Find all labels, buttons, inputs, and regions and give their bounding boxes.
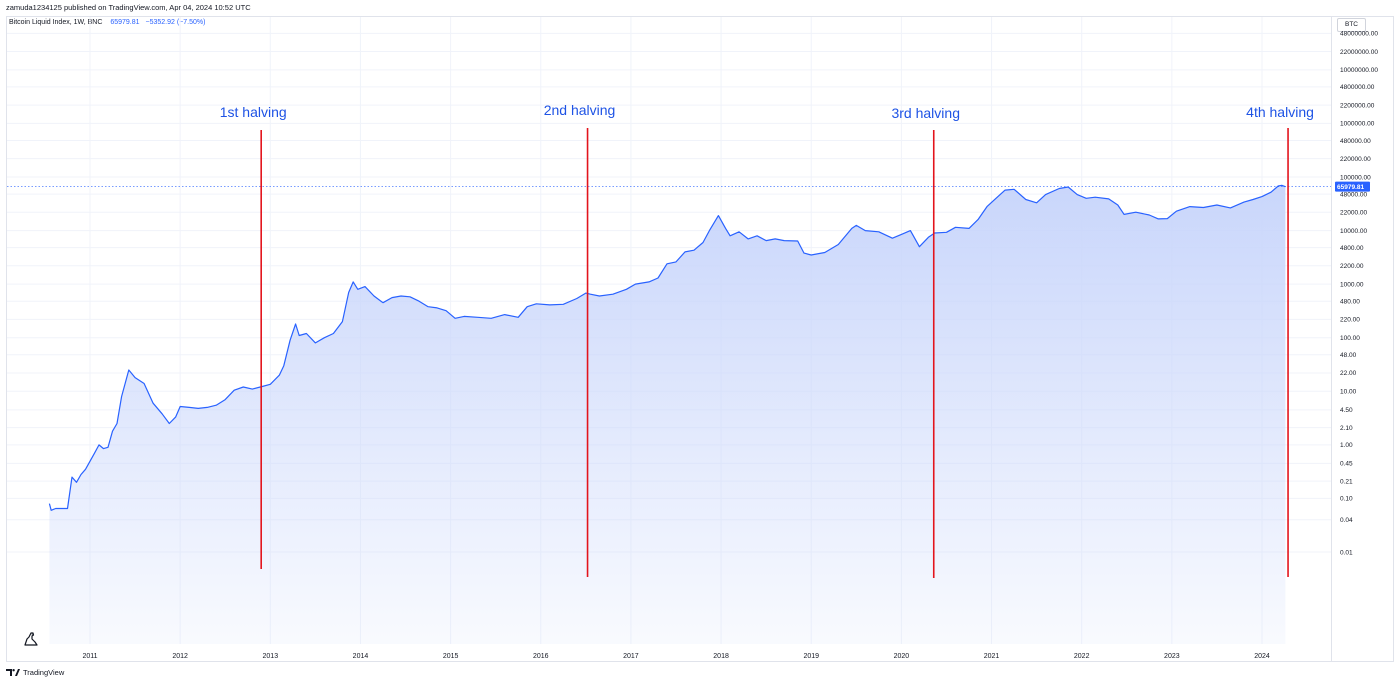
y-tick-label: 220000.00 bbox=[1340, 156, 1371, 163]
legend-value: 65979.81 bbox=[110, 19, 140, 26]
y-tick-label: 10000000.00 bbox=[1340, 67, 1378, 74]
y-tick-label: 22000000.00 bbox=[1340, 49, 1378, 56]
halving-label: 4th halving bbox=[1246, 104, 1314, 120]
footer-brand: TradingView bbox=[23, 668, 65, 677]
series-legend: Bitcoin Liquid Index, 1W, BNC 65979.81 −… bbox=[9, 19, 205, 26]
last-price-label: 65979.81 bbox=[1337, 184, 1364, 191]
y-tick-label: 220.00 bbox=[1340, 317, 1360, 324]
y-tick-label: 2.10 bbox=[1340, 425, 1353, 432]
legend-change: −5352.92 (−7.50%) bbox=[145, 19, 206, 26]
x-tick-label: 2017 bbox=[623, 653, 639, 660]
y-tick-label: 2200.00 bbox=[1340, 263, 1364, 270]
x-tick-label: 2021 bbox=[984, 653, 1000, 660]
price-area bbox=[49, 185, 1286, 645]
tradingview-logo-icon bbox=[6, 669, 20, 676]
y-tick-label: 48.00 bbox=[1340, 352, 1357, 359]
y-tick-label: 10.00 bbox=[1340, 389, 1357, 396]
price-line bbox=[48, 184, 1286, 511]
x-tick-label: 2016 bbox=[533, 653, 549, 660]
halving-annotations: 1st halving 2nd halving 3rd halving 4th hal… bbox=[220, 102, 1314, 578]
y-axis-ticks: 48000000.00 22000000.00 10000000.00 4800000… bbox=[1340, 31, 1378, 557]
x-tick-label: 2014 bbox=[353, 653, 369, 660]
y-tick-label: 480000.00 bbox=[1340, 138, 1371, 145]
dino-icon bbox=[24, 632, 38, 646]
y-tick-label: 2200000.00 bbox=[1340, 102, 1375, 109]
y-tick-label: 4800.00 bbox=[1340, 245, 1364, 252]
legend-symbol: Bitcoin Liquid Index, 1W, BNC bbox=[9, 19, 103, 26]
y-tick-label: 22.00 bbox=[1340, 370, 1357, 377]
x-tick-label: 2019 bbox=[803, 653, 819, 660]
halving-label: 2nd halving bbox=[544, 102, 616, 118]
y-tick-label: 4.50 bbox=[1340, 407, 1353, 414]
y-tick-label: 1000.00 bbox=[1340, 281, 1364, 288]
y-tick-label: 48000.00 bbox=[1340, 191, 1367, 198]
last-price-marker: 65979.81 bbox=[1335, 181, 1370, 192]
x-tick-label: 2022 bbox=[1074, 653, 1090, 660]
x-tick-label: 2024 bbox=[1254, 653, 1270, 660]
footer: TradingView bbox=[6, 668, 64, 677]
y-tick-label: 10000.00 bbox=[1340, 228, 1367, 235]
publisher-info: zamuda1234125 published on TradingView.c… bbox=[6, 3, 251, 12]
last-price-box bbox=[1335, 181, 1370, 192]
y-tick-label: 100000.00 bbox=[1340, 174, 1371, 181]
chart-pane[interactable] bbox=[6, 16, 1332, 662]
halving-label: 3rd halving bbox=[891, 105, 960, 121]
x-tick-label: 2023 bbox=[1164, 653, 1180, 660]
price-axis[interactable] bbox=[1332, 16, 1394, 662]
y-tick-label: 48000000.00 bbox=[1340, 31, 1378, 38]
y-tick-label: 0.04 bbox=[1340, 517, 1353, 524]
x-axis-ticks: 2011 2012 2013 2014 2015 2016 2017 2018 2019 2020… bbox=[82, 653, 1269, 660]
y-tick-label: 22000.00 bbox=[1340, 210, 1367, 217]
y-tick-label: 0.10 bbox=[1340, 496, 1353, 503]
x-tick-label: 2013 bbox=[263, 653, 279, 660]
y-tick-label: 4800000.00 bbox=[1340, 84, 1375, 91]
y-tick-label: 480.00 bbox=[1340, 299, 1360, 306]
x-tick-label: 2018 bbox=[713, 653, 729, 660]
currency-button[interactable]: BTC bbox=[1337, 18, 1366, 32]
y-tick-label: 0.21 bbox=[1340, 478, 1353, 485]
y-tick-label: 100.00 bbox=[1340, 335, 1360, 342]
x-tick-label: 2012 bbox=[172, 653, 188, 660]
y-tick-label: 1000000.00 bbox=[1340, 121, 1375, 128]
x-tick-label: 2011 bbox=[82, 653, 97, 660]
y-tick-label: 1.00 bbox=[1340, 442, 1353, 449]
y-tick-label: 0.45 bbox=[1340, 461, 1353, 468]
halving-label: 1st halving bbox=[220, 104, 287, 120]
x-tick-label: 2020 bbox=[894, 653, 910, 660]
y-tick-label: 0.01 bbox=[1340, 549, 1353, 556]
x-tick-label: 2015 bbox=[443, 653, 459, 660]
